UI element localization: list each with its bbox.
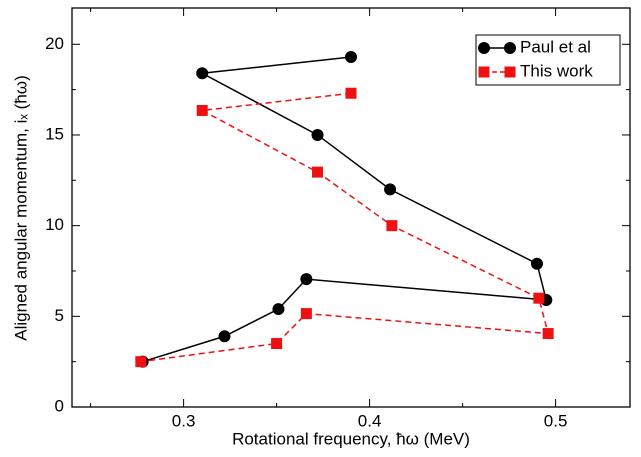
point — [196, 104, 208, 116]
legend-marker — [478, 66, 490, 78]
legend-box — [475, 34, 621, 86]
point — [312, 166, 324, 178]
x-axis-label: Rotational frequency, ħω (MeV) — [232, 429, 470, 448]
point — [531, 257, 543, 270]
x-tick-label: 0.3 — [172, 411, 196, 430]
point — [345, 87, 357, 99]
legend-label: Paul et al — [520, 37, 591, 56]
legend-marker — [504, 66, 516, 78]
point — [533, 292, 545, 304]
point — [386, 220, 398, 232]
x-tick-label: 0.5 — [544, 411, 568, 430]
y-tick-label: 0 — [55, 396, 64, 415]
point — [311, 128, 324, 141]
point — [345, 50, 357, 63]
point — [196, 67, 209, 80]
legend-marker — [504, 42, 516, 54]
legend-label: This work — [520, 61, 593, 80]
point — [272, 303, 285, 316]
x-tick-label: 0.4 — [358, 411, 382, 430]
series-line — [140, 92, 550, 363]
plot-frame — [71, 7, 631, 408]
point — [135, 356, 147, 368]
y-tick-label: 5 — [55, 306, 64, 325]
legend-marker — [478, 42, 490, 54]
series-line — [142, 56, 548, 363]
y-tick-label: 10 — [45, 215, 64, 234]
point — [300, 273, 313, 286]
point — [300, 308, 312, 320]
point — [384, 183, 397, 196]
y-tick-label: 15 — [45, 124, 64, 143]
point — [218, 330, 231, 343]
y-axis-label: Aligned angular momentum, iₓ (ħω) — [11, 75, 30, 340]
y-tick-label: 20 — [45, 34, 64, 53]
point — [271, 338, 283, 350]
point — [542, 328, 554, 340]
